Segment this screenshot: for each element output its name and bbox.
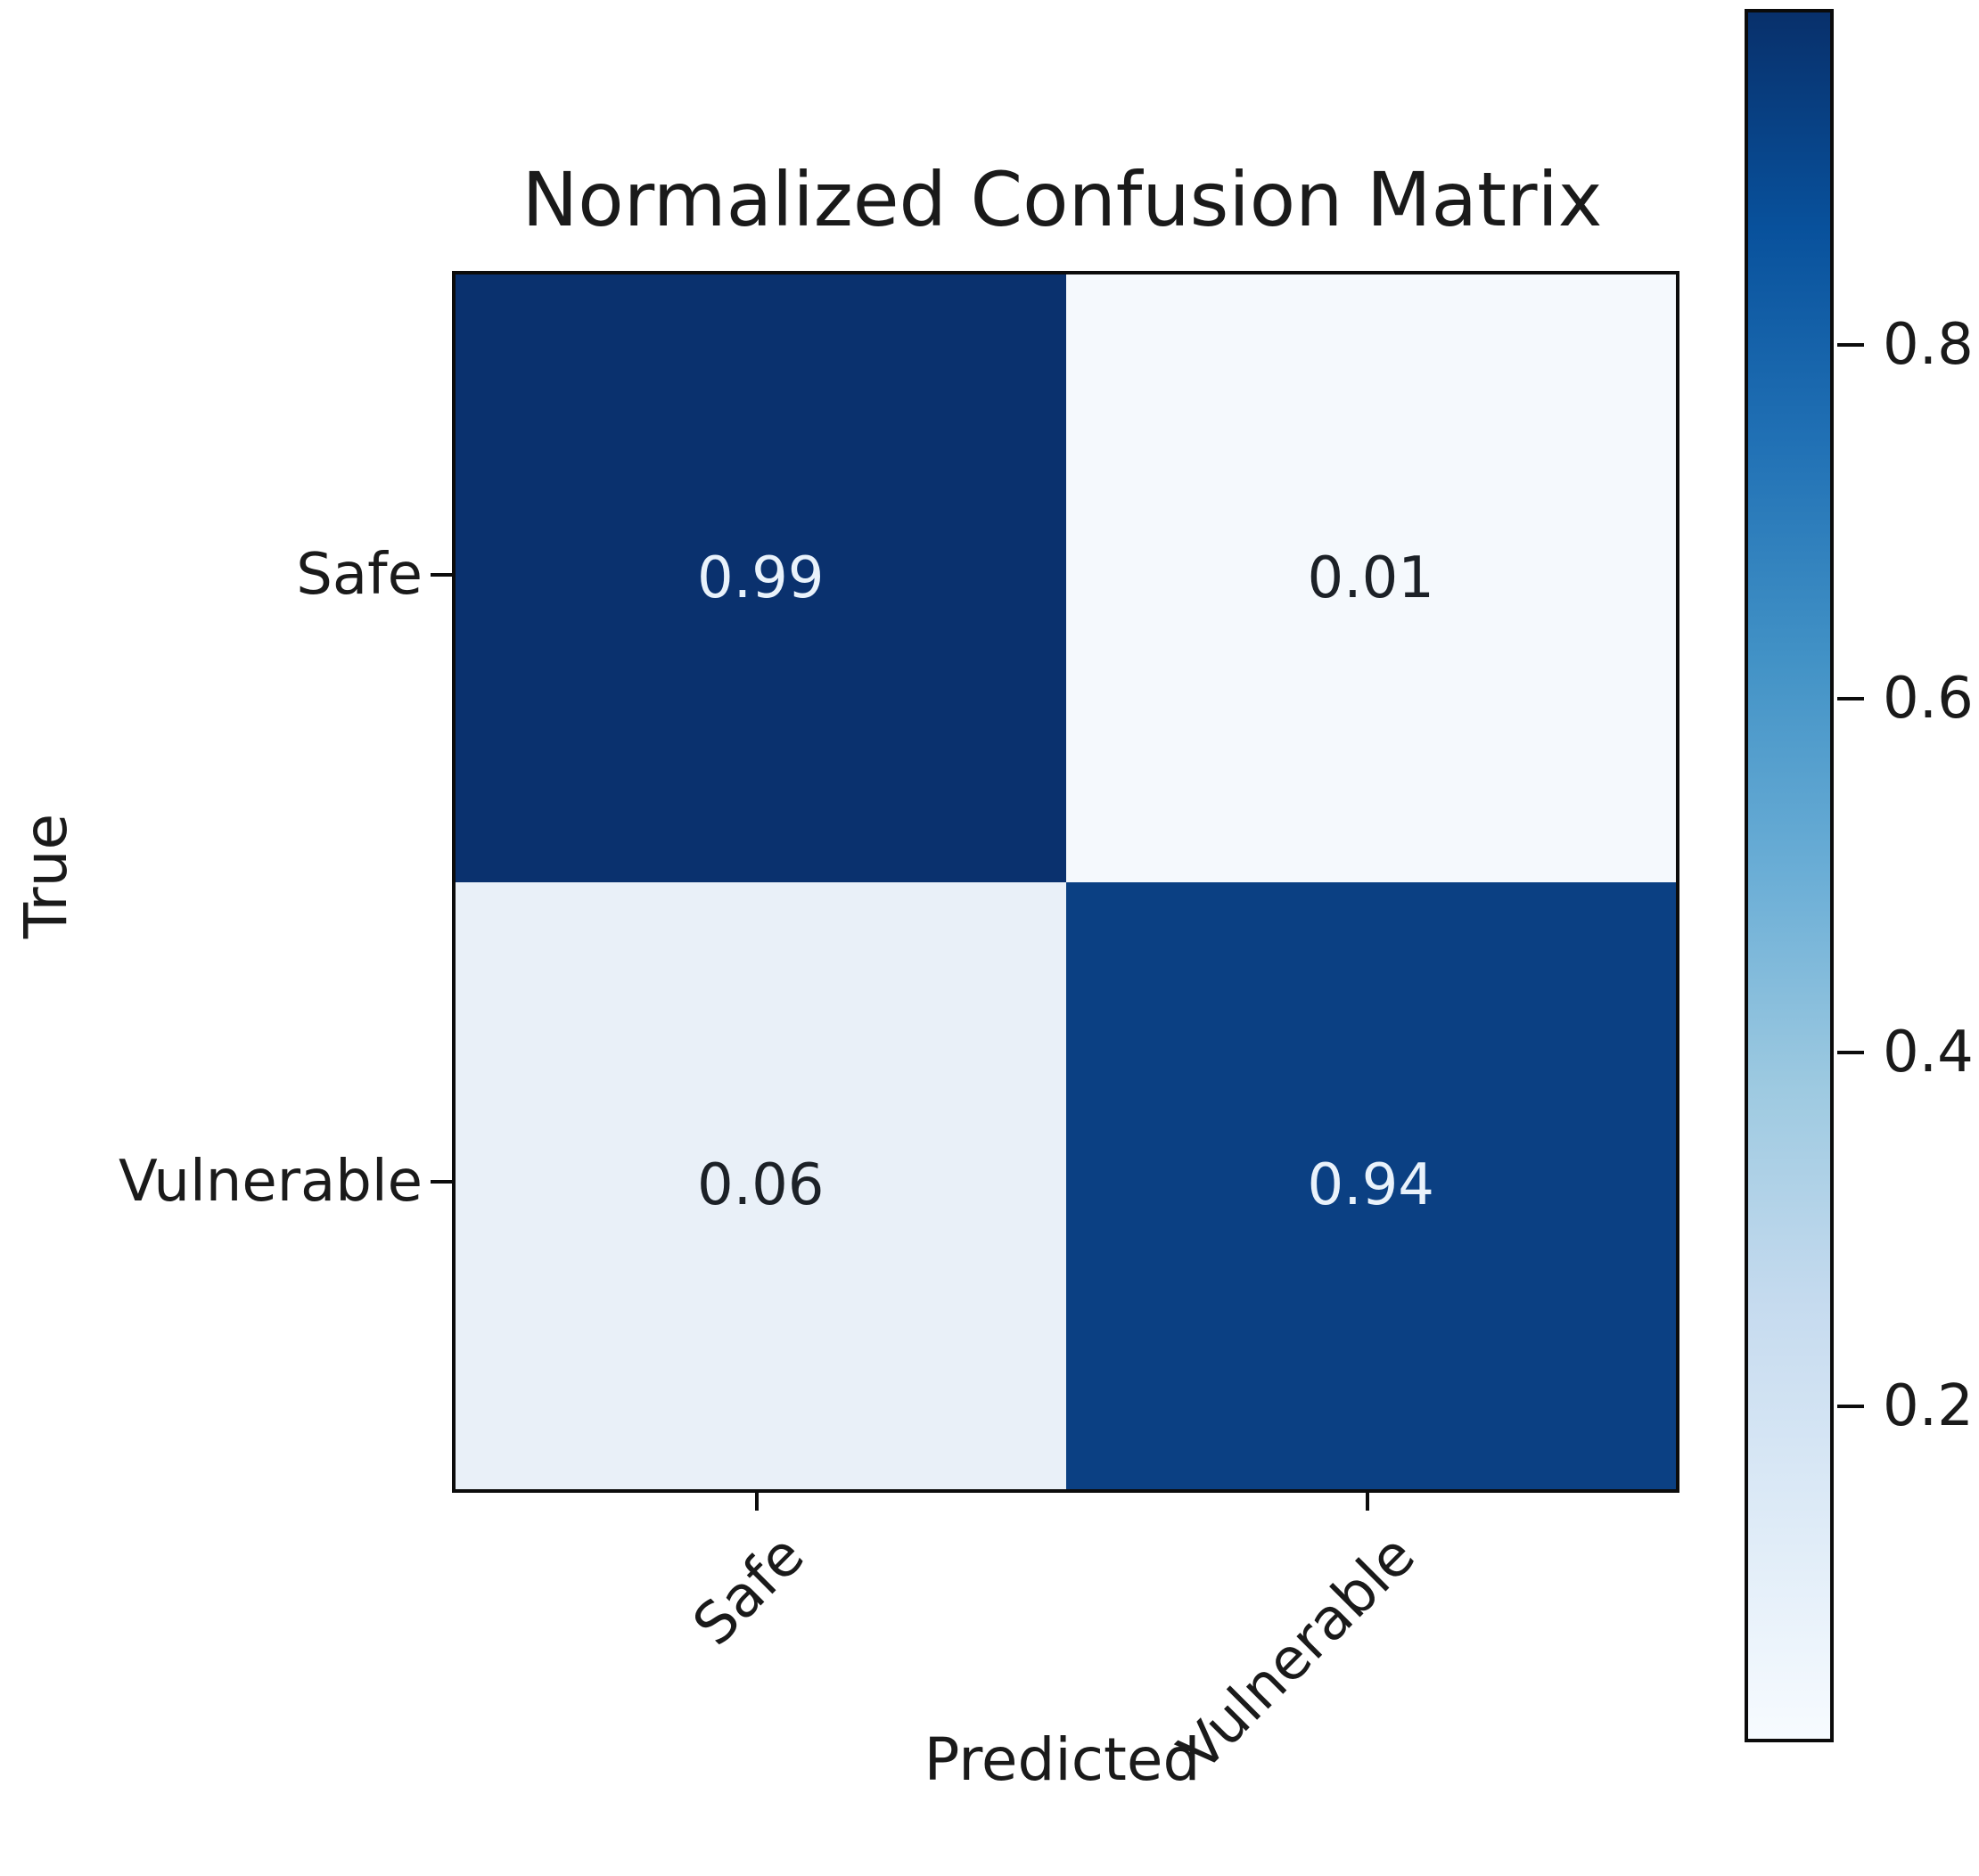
x-tick-mark-vulnerable — [1366, 1489, 1369, 1511]
y-tick-mark-vulnerable — [431, 1180, 452, 1184]
cell-value: 0.99 — [697, 545, 825, 611]
colorbar-tick-mark — [1837, 1050, 1864, 1054]
heatmap-axes: 0.99 0.01 0.06 0.94 — [452, 271, 1679, 1493]
cell-value: 0.01 — [1307, 545, 1435, 611]
matrix-cell-true-safe-pred-vulnerable: 0.01 — [1065, 274, 1676, 882]
matrix-cell-true-vulnerable-pred-safe: 0.06 — [456, 881, 1066, 1489]
matrix-cell-true-vulnerable-pred-vulnerable: 0.94 — [1065, 881, 1676, 1489]
colorbar-tick-label: 0.4 — [1883, 1019, 1974, 1085]
y-tick-mark-safe — [431, 573, 452, 577]
colorbar-tick-mark — [1837, 697, 1864, 701]
colorbar-tick-label: 0.2 — [1883, 1372, 1974, 1439]
chart-title: Normalized Confusion Matrix — [521, 156, 1603, 243]
cell-value: 0.06 — [697, 1152, 825, 1219]
colorbar-tick-mark — [1837, 1404, 1864, 1408]
colorbar-tick-mark — [1837, 343, 1864, 348]
colorbar-tick-label: 0.8 — [1883, 312, 1974, 379]
y-tick-label-safe: Safe — [296, 542, 423, 608]
colorbar — [1745, 9, 1834, 1742]
x-tick-label-safe: Safe — [681, 1522, 817, 1659]
colorbar-tick-label: 0.6 — [1883, 666, 1974, 733]
x-axis-label: Predicted — [924, 1725, 1201, 1794]
matrix-cell-true-safe-pred-safe: 0.99 — [456, 274, 1066, 882]
x-tick-mark-safe — [755, 1489, 759, 1511]
y-tick-label-vulnerable: Vulnerable — [118, 1149, 423, 1215]
y-axis-label: True — [12, 813, 80, 939]
cell-value: 0.94 — [1307, 1152, 1435, 1219]
